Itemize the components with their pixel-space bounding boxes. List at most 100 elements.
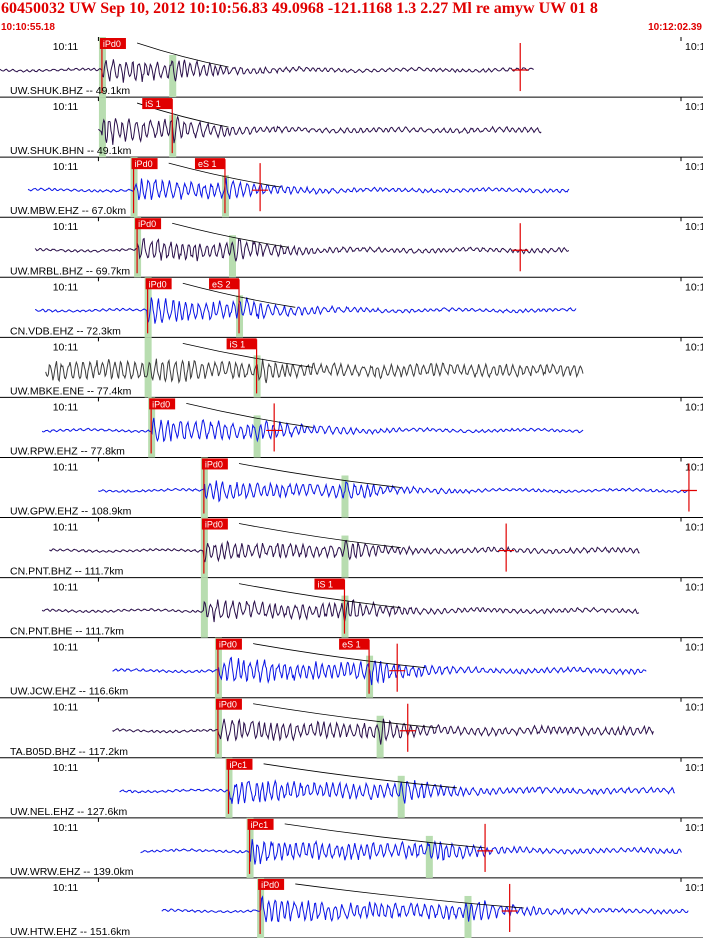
p-pick-label: iPc1: [251, 820, 269, 830]
waveform-trace: [49, 539, 640, 563]
p-pick-label: iPd0: [138, 219, 156, 229]
tick-label-left: 10:11: [53, 41, 79, 53]
s-pick-window: [228, 235, 236, 278]
s-pick-label: iS 1: [317, 580, 333, 590]
tick-label-right: 10:1: [685, 281, 703, 293]
station-label: UW.SHUK.BHN -- 49.1km: [10, 145, 132, 157]
waveform-trace: [45, 358, 584, 384]
theoretical-curve: [253, 643, 426, 669]
tick-label-right: 10:1: [685, 702, 703, 714]
waveform-trace: [161, 895, 689, 923]
station-label: UW.JCW.EHZ -- 116.6km: [10, 686, 128, 698]
p-pick-flag: [145, 278, 172, 290]
p-pick-flag: [135, 218, 162, 230]
station-label: UW.RPW.EHZ -- 77.8km: [10, 445, 125, 457]
s-pick-window: [397, 775, 405, 818]
station-label: UW.MRBL.BHZ -- 69.7km: [10, 265, 130, 277]
waveform-trace: [41, 417, 584, 443]
station-label: CN.PNT.BHE -- 111.7km: [10, 626, 124, 638]
s-pick-window: [341, 535, 349, 578]
time-end: 10:12:02.39: [648, 22, 702, 33]
station-label: UW.MBW.EHZ -- 67.0km: [10, 205, 126, 217]
seismogram-plot: 10:11 10:1 iPd0 UW.SHUK.BHZ -- 49.1km 10:11 1…: [0, 37, 703, 938]
p-pick-flag: [131, 158, 158, 170]
s-pick-label: iS 1: [145, 99, 161, 109]
theoretical-curve: [186, 403, 313, 428]
tick-label-left: 10:11: [53, 522, 79, 534]
waveform-trace: [0, 59, 534, 83]
waveform-trace: [27, 177, 570, 201]
theoretical-curve: [284, 823, 486, 849]
tick-label-right: 10:1: [685, 161, 703, 173]
s-pick-window: [169, 55, 177, 98]
s-pick-window: [376, 715, 384, 758]
tick-label-right: 10:1: [685, 41, 703, 53]
s-pick-window: [425, 835, 433, 878]
theoretical-curve: [136, 42, 229, 68]
p-pick-label: iPd0: [219, 700, 237, 710]
tick-label-right: 10:1: [685, 401, 703, 413]
station-label: UW.HTW.EHZ -- 151.6km: [10, 926, 130, 938]
s-pick-flag: [226, 338, 257, 350]
p-pick-flag: [215, 638, 242, 650]
station-label: UW.SHUK.BHZ -- 49.1km: [10, 85, 130, 97]
tick-label-left: 10:11: [53, 341, 79, 353]
s-pick-window: [253, 415, 261, 458]
theoretical-curve: [263, 763, 457, 789]
p-pick-flag: [247, 818, 274, 830]
p-pick-label: iPd0: [103, 39, 121, 49]
s-pick-flag: [194, 158, 225, 170]
theoretical-curve: [238, 583, 401, 609]
tick-label-left: 10:11: [53, 822, 79, 834]
tick-label-right: 10:1: [685, 221, 703, 233]
p-pick-flag: [226, 758, 253, 770]
tick-label-left: 10:11: [53, 702, 79, 714]
time-start: 10:10:55.18: [1, 22, 55, 33]
tick-label-right: 10:1: [685, 522, 703, 534]
tick-label-left: 10:11: [53, 221, 79, 233]
tick-label-left: 10:11: [53, 642, 79, 654]
s-pick-window: [341, 475, 349, 518]
p-pick-flag: [215, 698, 242, 710]
tick-label-right: 10:1: [685, 882, 703, 894]
tick-label-left: 10:11: [53, 401, 79, 413]
theoretical-curve: [295, 883, 524, 909]
tick-label-left: 10:11: [53, 101, 79, 113]
tick-label-left: 10:11: [53, 461, 79, 473]
s-pick-flag: [339, 638, 370, 650]
station-label: CN.VDB.EHZ -- 72.3km: [10, 325, 121, 337]
waveform-trace: [119, 779, 676, 805]
p-pick-label: iPd0: [205, 459, 223, 469]
tick-label-right: 10:1: [685, 461, 703, 473]
s-pick-label: eS 2: [212, 279, 231, 289]
theoretical-curve: [172, 222, 289, 248]
theoretical-curve: [182, 342, 313, 368]
tick-label-right: 10:1: [685, 101, 703, 113]
station-label: TA.B05D.BHZ -- 117.2km: [10, 746, 128, 758]
s-pick-label: eS 1: [198, 159, 217, 169]
s-pick-flag: [142, 98, 173, 110]
theoretical-curve: [238, 523, 401, 548]
tick-label-left: 10:11: [53, 762, 79, 774]
tick-label-left: 10:11: [53, 281, 79, 293]
station-label: UW.MBKE.ENE -- 77.4km: [10, 385, 132, 397]
waveform-trace: [112, 656, 647, 686]
theoretical-curve: [238, 463, 401, 488]
station-label: UW.NEL.EHZ -- 127.6km: [10, 806, 128, 818]
p-pick-flag: [258, 878, 285, 890]
p-pick-label: iPd0: [219, 640, 237, 650]
tick-label-right: 10:1: [685, 642, 703, 654]
event-title: 60450032 UW Sep 10, 2012 10:10:56.83 49.…: [1, 0, 598, 17]
tick-label-left: 10:11: [53, 582, 79, 594]
s-pick-flag: [314, 578, 345, 590]
station-label: UW.WRW.EHZ -- 139.0km: [10, 866, 134, 878]
tick-label-right: 10:1: [685, 822, 703, 834]
p-pick-label: iPd0: [135, 159, 153, 169]
waveform-trace: [98, 480, 690, 503]
p-pick-flag: [201, 458, 228, 470]
p-pick-label: iPc1: [229, 760, 247, 770]
tick-label-right: 10:1: [685, 762, 703, 774]
waveform-trace: [98, 116, 542, 145]
p-pick-label: iPd0: [261, 880, 279, 890]
theoretical-curve: [253, 703, 436, 729]
